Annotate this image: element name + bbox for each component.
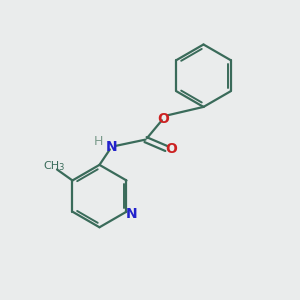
Text: N: N [126, 207, 138, 221]
Text: N: N [106, 140, 117, 154]
Text: 3: 3 [58, 164, 63, 172]
Text: CH: CH [44, 160, 60, 171]
Text: O: O [158, 112, 169, 126]
Text: H: H [94, 135, 104, 148]
Text: O: O [165, 142, 177, 155]
